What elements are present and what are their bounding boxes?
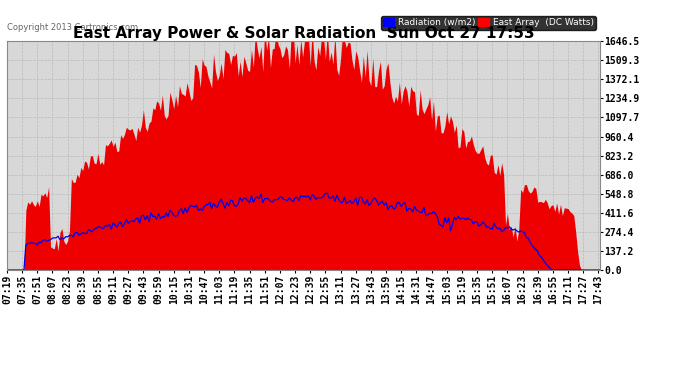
Legend: Radiation (w/m2), East Array  (DC Watts): Radiation (w/m2), East Array (DC Watts)	[381, 16, 595, 30]
Text: Copyright 2013 Cartronics.com: Copyright 2013 Cartronics.com	[7, 23, 138, 32]
Title: East Array Power & Solar Radiation  Sun Oct 27 17:53: East Array Power & Solar Radiation Sun O…	[72, 26, 535, 41]
